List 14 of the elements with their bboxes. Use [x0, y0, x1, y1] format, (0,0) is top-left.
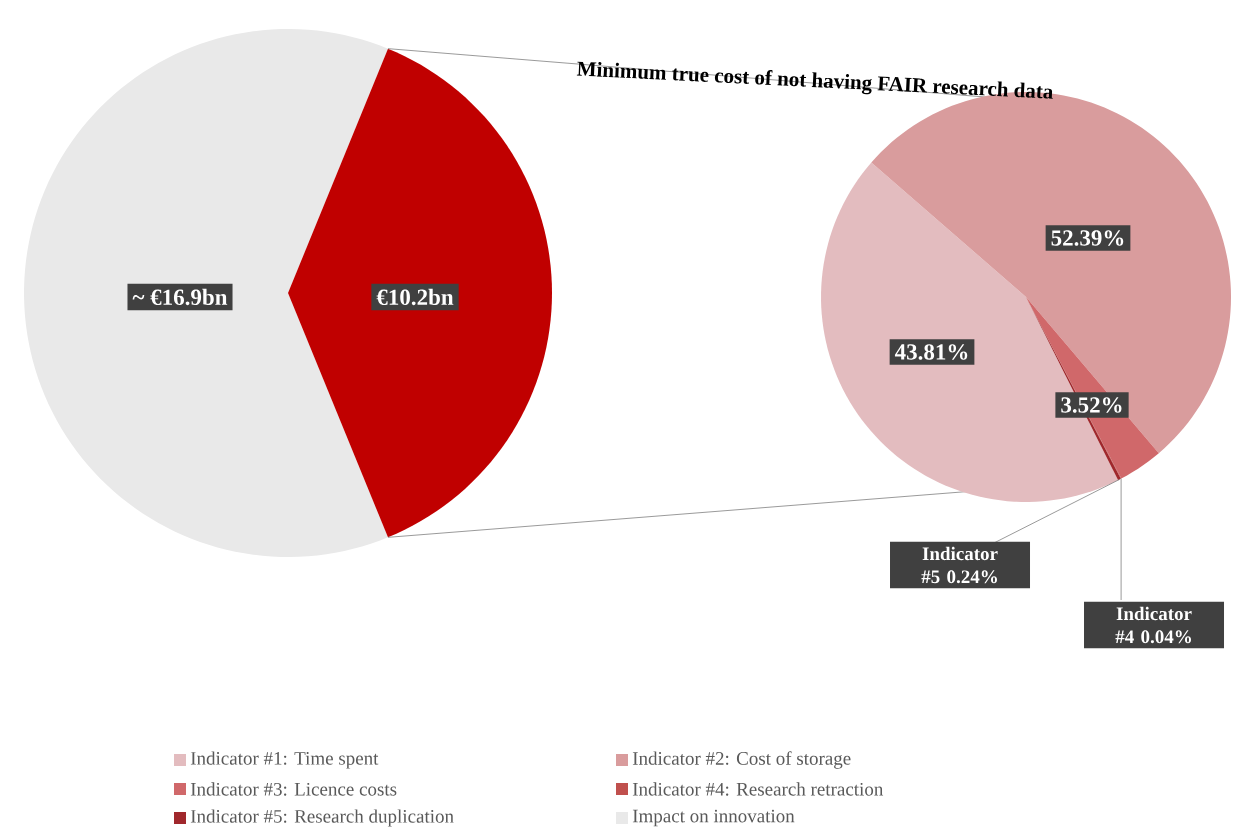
data-label: 3.52%: [1061, 397, 1122, 413]
legend-label: Indicator #1: Time spent: [190, 751, 379, 769]
data-label: 52.39%: [1051, 230, 1124, 246]
legend-label: Indicator #4: Research retraction: [632, 782, 884, 796]
data-label: Indicator #5 0.24%: [921, 546, 998, 584]
data-label: €10.2bn: [376, 288, 454, 306]
data-label: ~ €16.9bn: [132, 288, 228, 306]
legend-label: Impact on innovation: [632, 809, 795, 827]
data-label: Indicator #4 0.04%: [1115, 606, 1192, 644]
data-label: 43.81%: [894, 344, 968, 360]
chart-title: Minimum true cost of not having FAIR research data: [576, 61, 1053, 99]
legend-label: Indicator #5: Research duplication: [190, 809, 454, 827]
legend-label: Indicator #2: Cost of storage: [632, 751, 851, 769]
legend-label: Indicator #3: Licence costs: [190, 782, 397, 796]
